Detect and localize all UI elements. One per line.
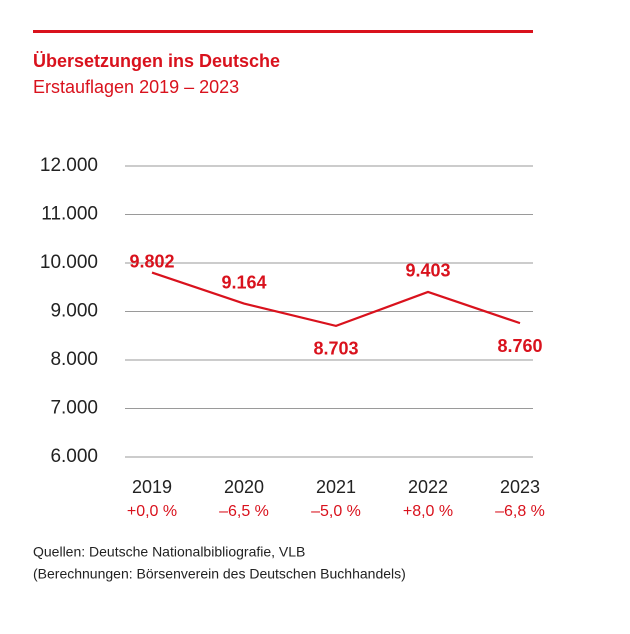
y-tick-label: 8.000 [50, 349, 98, 370]
x-tick-label: 2022 [408, 477, 448, 497]
y-tick-label: 10.000 [40, 252, 98, 273]
change-label: +8,0 % [403, 503, 453, 520]
change-label: –5,0 % [311, 503, 361, 520]
data-line [151, 271, 521, 328]
y-tick-label: 11.000 [41, 204, 98, 225]
chart-subtitle: Erstauflagen 2019 – 2023 [33, 77, 239, 97]
x-tick-label: 2023 [500, 477, 540, 497]
value-label: 8.703 [313, 339, 358, 359]
value-label: 9.164 [221, 272, 266, 292]
source: Quellen: Deutsche Nationalbibliografie, … [33, 544, 305, 560]
x-tick-label: 2019 [132, 477, 172, 497]
y-tick-label: 7.000 [50, 398, 98, 419]
y-tick-label: 12.000 [40, 155, 98, 176]
y-tick-label: 6.000 [50, 446, 98, 467]
change-label: +0,0 % [127, 503, 177, 520]
chart-title: Übersetzungen ins Deutsche [33, 51, 280, 71]
change-label: –6,5 % [219, 503, 269, 520]
change-label: –6,8 % [495, 503, 545, 520]
source: (Berechnungen: Börsenverein des Deutsche… [33, 566, 406, 582]
x-tick-label: 2020 [224, 477, 264, 497]
value-label: 9.403 [405, 261, 450, 281]
value-label: 8.760 [497, 336, 542, 356]
value-label: 9.802 [129, 251, 174, 271]
x-tick-label: 2021 [316, 477, 356, 497]
y-tick-label: 9.000 [50, 301, 98, 322]
top-rule [33, 30, 533, 33]
